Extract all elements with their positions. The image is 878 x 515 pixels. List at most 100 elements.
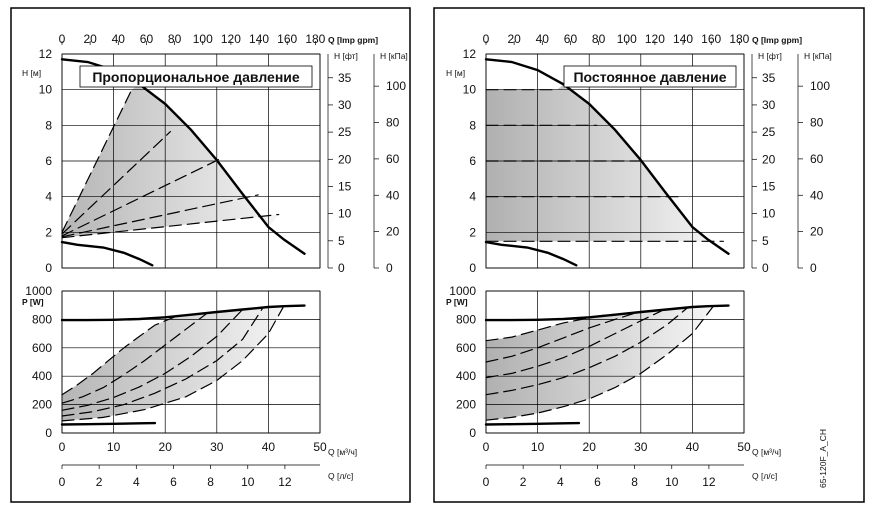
x-tick-label-ls: 8 (631, 475, 638, 489)
x-tick-label-ls: 0 (483, 475, 490, 489)
right-axis-kpa-tick-label: 20 (810, 225, 824, 239)
y-tick-label: 12 (39, 47, 53, 61)
series-line-lower-6 (485, 306, 714, 421)
top-axis-tick-label: 120 (221, 32, 241, 46)
right-axis-ft-tick-label: 20 (762, 152, 776, 166)
x-tick-label-ls: 6 (170, 475, 177, 489)
series-line-lower-1 (484, 421, 581, 426)
right-axis-ft-label: H [фт] (334, 51, 358, 61)
right-axis-ft-tick-label: 5 (762, 234, 769, 248)
top-axis-tick-label: 100 (617, 32, 637, 46)
top-axis-tick-label: 20 (507, 32, 521, 46)
y-tick-label: 0 (45, 261, 52, 275)
y-tick-label: 1000 (25, 284, 52, 298)
top-axis-tick-label: 160 (277, 32, 297, 46)
top-axis-tick-label: 40 (536, 32, 550, 46)
top-axis-tick-label: 140 (249, 32, 269, 46)
right-axis-kpa-label: H [кПа] (804, 51, 832, 61)
top-axis-tick-label: 60 (140, 32, 154, 46)
x-tick-label: 20 (583, 440, 597, 454)
x-axis-label-ls: Q [л/с] (328, 471, 353, 481)
top-axis-tick-label: 100 (193, 32, 213, 46)
y-tick-label: 4 (45, 190, 52, 204)
title-box-frame (79, 65, 313, 88)
series-line-lower-0 (60, 304, 306, 322)
y-tick-label: 0 (45, 426, 52, 440)
y-tick-label: 12 (463, 47, 477, 61)
x-axis-label-m3h: Q [м³/ч] (752, 447, 781, 457)
y-axis-label: H [м] (22, 68, 41, 78)
plot-frame-lower (61, 290, 321, 434)
y-tick-label: 8 (45, 118, 52, 132)
series-line-lower-0 (484, 304, 730, 322)
y-tick-label: 0 (469, 426, 476, 440)
x-tick-label: 0 (483, 440, 490, 454)
right-axis-kpa-tick-label: 40 (386, 188, 400, 202)
right-axis-ft-tick-label: 30 (338, 98, 352, 112)
x-tick-label-ls: 12 (278, 475, 292, 489)
right-axis-kpa-tick-label: 100 (810, 79, 830, 93)
top-axis-label: Q [Imp gpm] (328, 35, 378, 45)
y-tick-label: 400 (456, 369, 476, 383)
top-axis-label: Q [Imp gpm] (752, 35, 802, 45)
right-axis-ft-tick-label: 25 (762, 125, 776, 139)
x-tick-label: 30 (634, 440, 648, 454)
top-axis-tick-label: 140 (673, 32, 693, 46)
right-axis-ft-tick-label: 35 (338, 71, 352, 85)
panel-frame (10, 7, 411, 503)
x-tick-label-ls: 12 (702, 475, 716, 489)
operating-area-upper (486, 84, 724, 242)
top-axis-tick-label: 120 (645, 32, 665, 46)
title-box-frame (563, 65, 737, 88)
y-tick-label: 10 (39, 83, 53, 97)
right-axis-kpa-tick-label: 80 (386, 116, 400, 130)
right-axis-ft-label: H [фт] (758, 51, 782, 61)
right-axis-kpa-tick-label: 0 (810, 261, 817, 275)
x-tick-label-ls: 8 (207, 475, 214, 489)
right-axis-kpa-tick-label: 60 (810, 152, 824, 166)
right-axis-kpa-tick-label: 100 (386, 79, 406, 93)
series-line-lower-3 (485, 312, 637, 363)
right-axis-ft-tick-label: 15 (338, 179, 352, 193)
plot-frame-upper (61, 53, 321, 269)
x-tick-label: 30 (210, 440, 224, 454)
series-line-upper-1 (60, 240, 154, 267)
figure-code-label: 65-120F_A_CH (818, 429, 828, 488)
x-tick-label-ls: 4 (133, 475, 140, 489)
top-axis-tick-label: 180 (305, 32, 325, 46)
panel-frame (433, 7, 865, 503)
x-axis-label-ls: Q [л/с] (752, 471, 777, 481)
y-tick-label: 6 (45, 154, 52, 168)
series-line-lower-4 (61, 308, 244, 411)
top-axis-tick-label: 0 (483, 32, 490, 46)
series-line-upper-1 (484, 240, 578, 267)
right-axis-ft-tick-label: 5 (338, 234, 345, 248)
top-axis-tick-label: 80 (168, 32, 182, 46)
y-tick-label: 2 (45, 225, 52, 239)
series-line-lower-2 (485, 314, 606, 342)
x-tick-label-ls: 10 (665, 475, 679, 489)
right-axis-ft-tick-label: 30 (762, 98, 776, 112)
right-axis-ft-tick-label: 10 (338, 207, 352, 221)
right-axis-ft-tick-label: 0 (762, 261, 769, 275)
series-line-upper-2 (61, 89, 133, 233)
x-axis-label-m3h: Q [м³/ч] (328, 447, 357, 457)
series-line-lower-1 (60, 421, 157, 426)
y-tick-label: 200 (32, 398, 52, 412)
chart-title: Постоянное давление (573, 69, 726, 85)
series-line-lower-6 (61, 305, 285, 422)
y-axis-label: P [W] (22, 297, 44, 307)
right-axis-kpa-tick-label: 0 (386, 261, 393, 275)
title-box: Постоянное давление (563, 65, 737, 88)
series-line-lower-4 (485, 310, 662, 379)
y-tick-label: 400 (32, 369, 52, 383)
right-axis-ft-tick-label: 35 (762, 71, 776, 85)
title-box: Пропорциональное давление (79, 65, 313, 88)
y-tick-label: 0 (469, 261, 476, 275)
y-tick-label: 10 (463, 83, 477, 97)
top-axis-tick-label: 20 (83, 32, 97, 46)
